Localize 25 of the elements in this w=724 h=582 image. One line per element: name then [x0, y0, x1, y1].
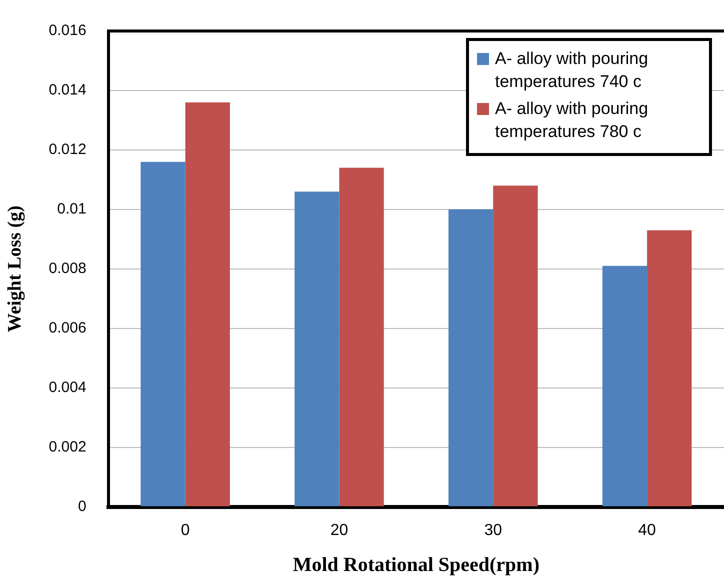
x-tick-label: 40 — [638, 522, 656, 539]
legend-label: A- alloy with pouring temperatures 780 c — [495, 98, 650, 143]
y-tick-label: 0.01 — [57, 200, 86, 218]
bar — [602, 266, 648, 506]
x-tick-label: 30 — [484, 522, 502, 539]
y-tick-label: 0.004 — [48, 378, 86, 396]
legend-label: A- alloy with pouring temperatures 740 c — [495, 48, 650, 93]
y-tick-label: 0 — [78, 498, 86, 515]
x-axis-title: Mold Rotational Speed(rpm) — [292, 554, 540, 576]
bar — [647, 230, 692, 506]
y-tick-label: 0.008 — [48, 260, 86, 278]
bar — [493, 186, 538, 506]
bar — [185, 102, 230, 506]
y-tick-label: 0.014 — [48, 82, 86, 99]
x-tick-label: 20 — [330, 522, 348, 539]
y-tick-label: 0.002 — [48, 438, 86, 456]
bar — [294, 192, 340, 506]
x-tick-label: 0 — [180, 522, 190, 539]
y-tick-label: 0.012 — [48, 141, 86, 158]
y-tick-label: 0.016 — [48, 22, 86, 40]
y-axis-title: Weight Loss (g) — [4, 206, 26, 332]
y-tick-label: 0.006 — [48, 320, 86, 337]
bar — [140, 162, 186, 506]
bar — [339, 168, 384, 506]
bar — [448, 209, 494, 506]
